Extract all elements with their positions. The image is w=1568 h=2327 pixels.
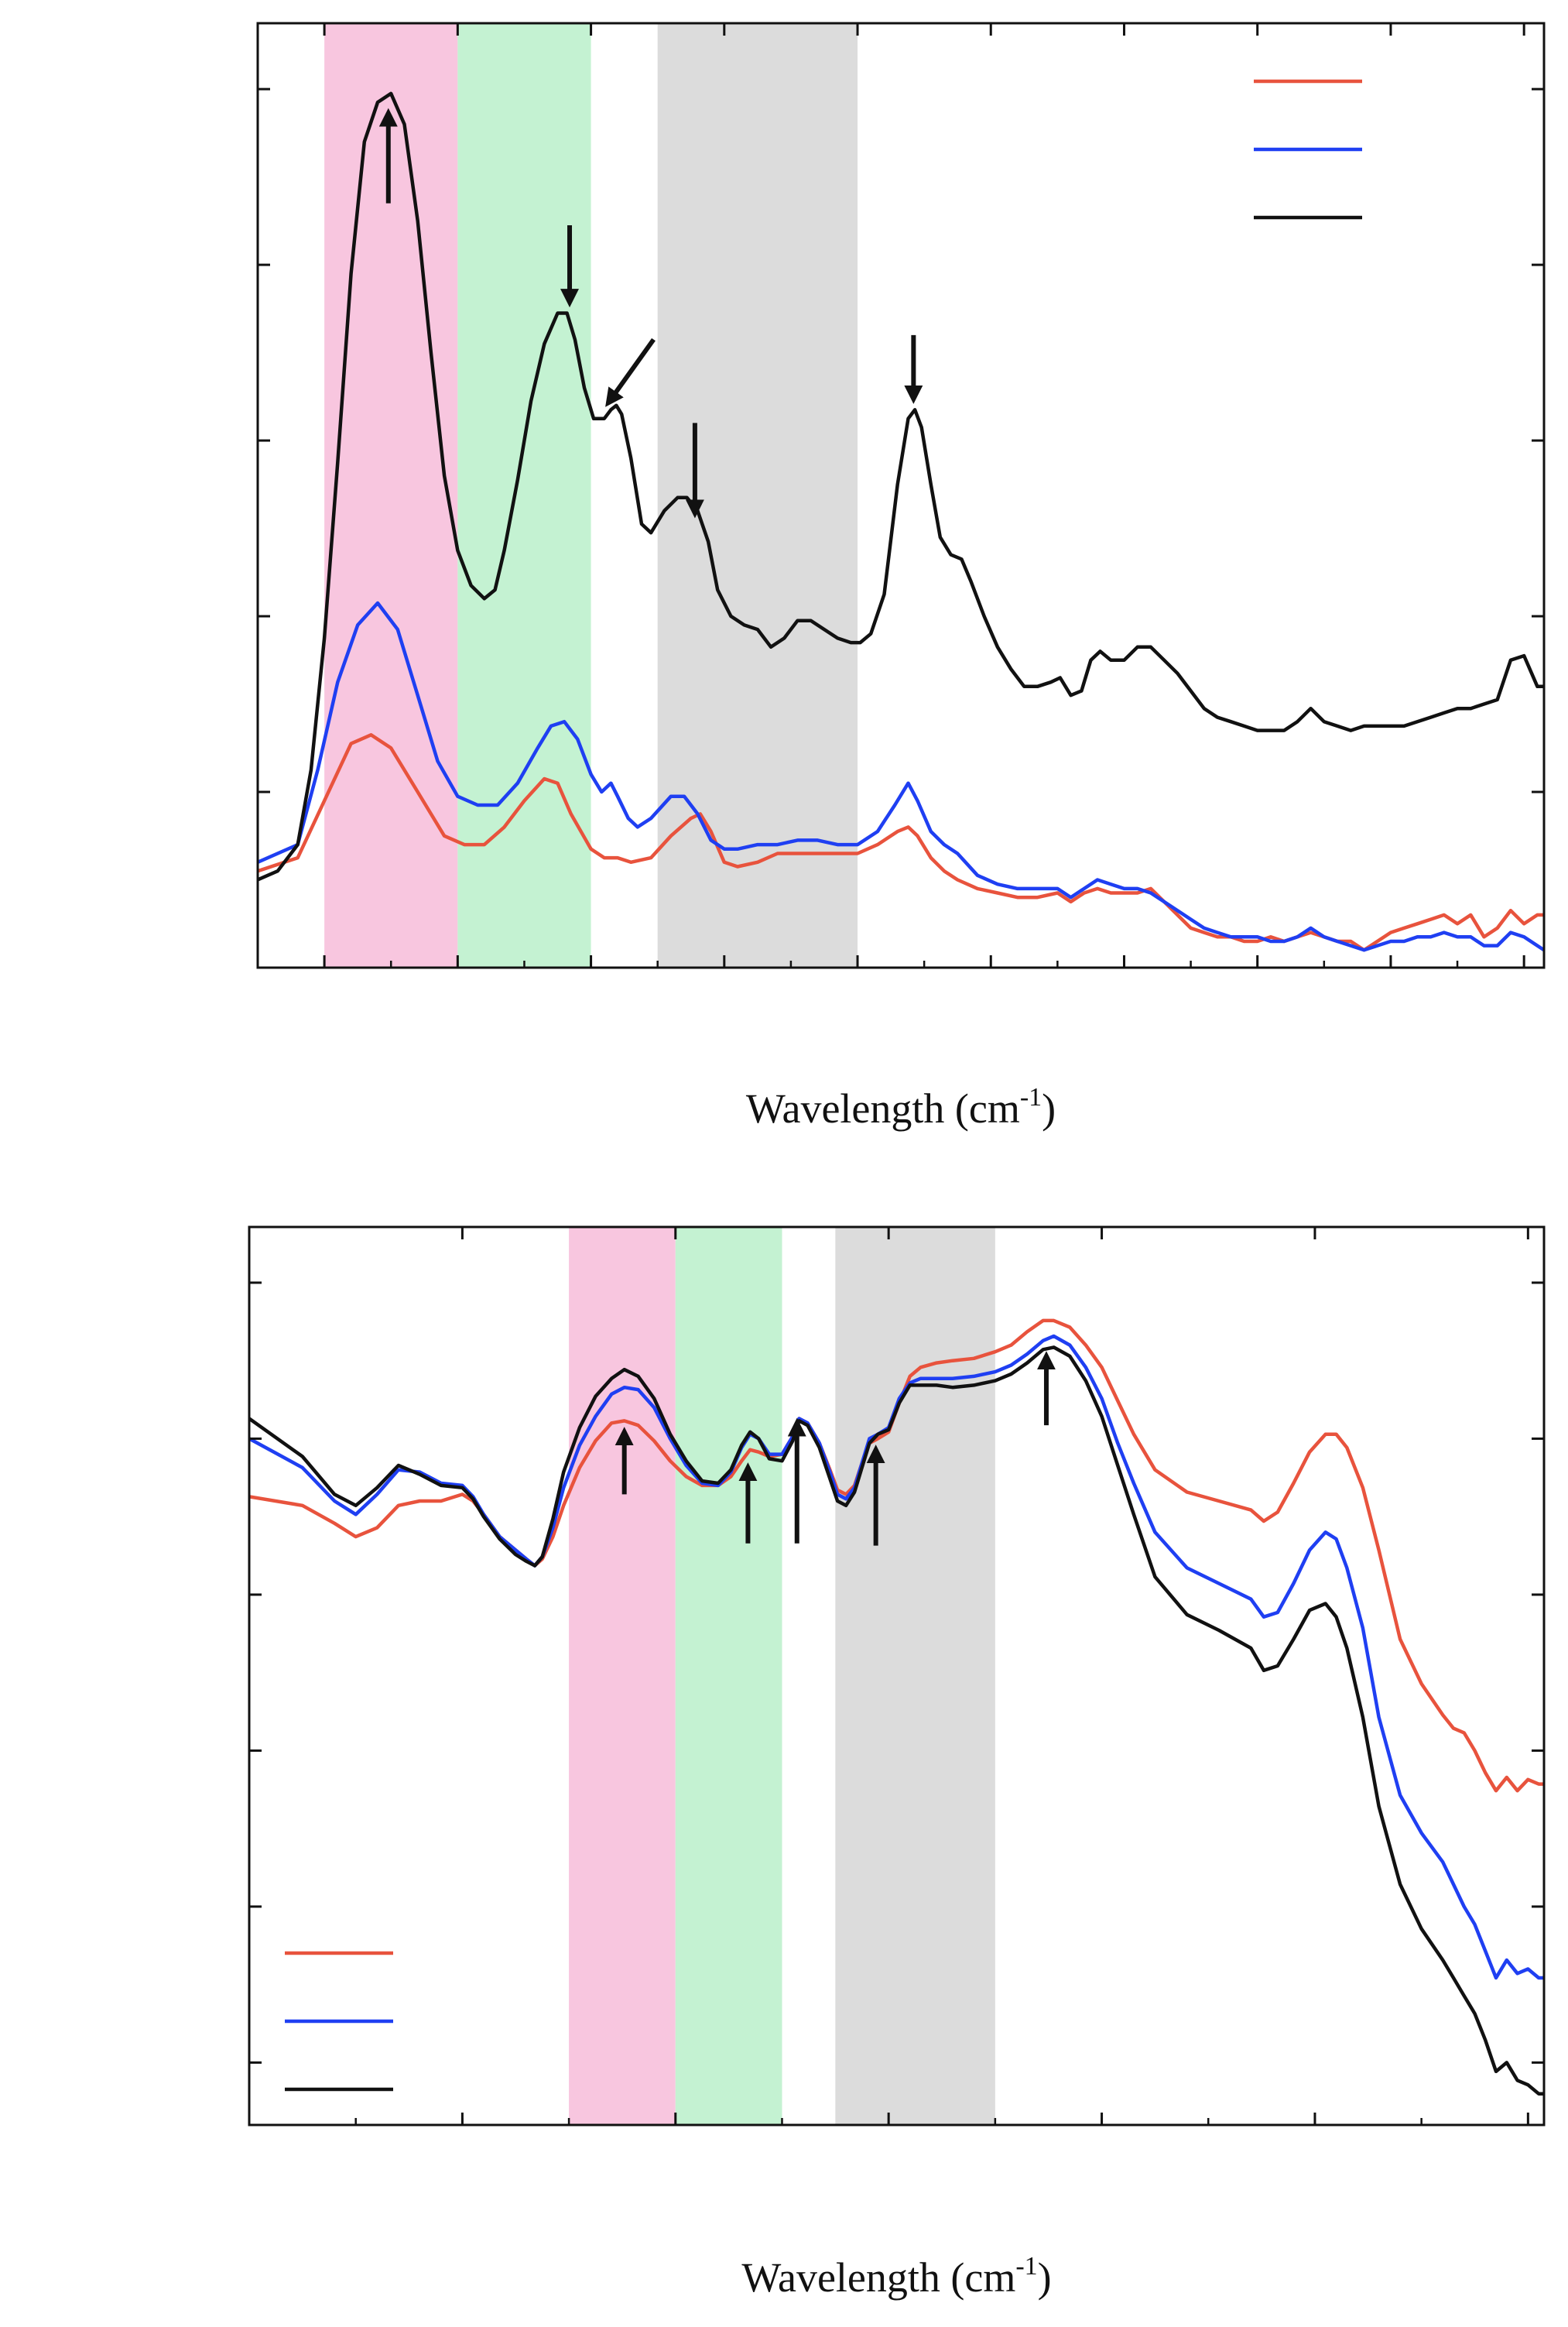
band-amide-ii: [457, 23, 591, 968]
plot-frame: [256, 22, 1546, 969]
series-line-60-min: [258, 601, 1544, 952]
plot-frame: [248, 1225, 1546, 2127]
band-amide-iii: [835, 1227, 995, 2125]
series-line-80-min: [249, 1345, 1544, 2096]
band-amide-i: [324, 23, 458, 968]
band-amide-i: [569, 1227, 676, 2125]
panel-a: Wavelength (cm-1): [256, 22, 1546, 1132]
band-amide-iii: [657, 23, 858, 968]
x-axis-title: Wavelength (cm-1): [741, 2252, 1051, 2301]
annotation-arrow-c: [605, 338, 656, 407]
series-line-80-min: [258, 91, 1544, 882]
x-axis-title-text: Wavelength (cm: [741, 2254, 1015, 2301]
x-axis-title-sup: -1: [1015, 2252, 1037, 2281]
series-group: [249, 1318, 1544, 2096]
panel-b: Wavelength (cm-1): [248, 1225, 1546, 2301]
x-axis-title-text: Wavelength (cm: [746, 1085, 1020, 1132]
series-group: [258, 91, 1544, 952]
x-axis-title: Wavelength (cm-1): [746, 1083, 1056, 1132]
series-line-30-min: [258, 733, 1544, 952]
x-axis-title-sup: -1: [1020, 1083, 1042, 1112]
x-axis-title-close: ): [1038, 2254, 1052, 2301]
x-axis-title-close: ): [1042, 1085, 1056, 1132]
band-amide-ii: [675, 1227, 782, 2125]
